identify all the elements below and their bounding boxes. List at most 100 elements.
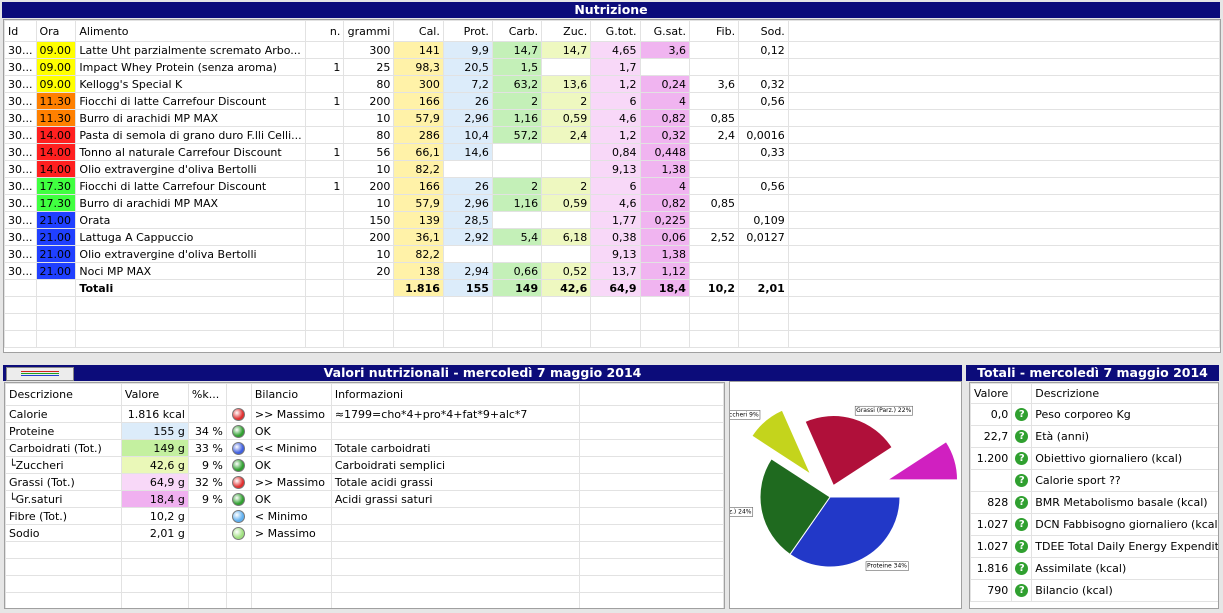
description: BMR Metabolismo basale (kcal): [1031, 491, 1218, 514]
cell: 2,52: [688, 228, 740, 246]
cell: [304, 109, 345, 127]
value: 1.816: [970, 557, 1013, 580]
filler-cell: [541, 330, 592, 348]
cell: 30...: [4, 41, 37, 59]
info: [330, 524, 580, 542]
cell: [304, 211, 345, 229]
filler-cell: [187, 558, 227, 576]
food-table-panel: Id Ora Alimento n. grammi Cal. Prot. Carb. Zuc. G…: [3, 19, 1221, 353]
balance: OK: [250, 456, 332, 474]
filler-cell: [393, 330, 444, 348]
filler-cell: [75, 330, 306, 348]
cell: 10: [343, 160, 395, 178]
cell: 11.30: [35, 109, 77, 127]
help-icon: ?: [1015, 518, 1029, 532]
cell: [738, 109, 789, 127]
filler-cell: [787, 75, 1220, 93]
cell: [4, 279, 37, 297]
status-dot: [232, 458, 246, 472]
cell: 7,2: [442, 75, 493, 93]
cell: 1: [304, 58, 345, 76]
chart-toggle-button[interactable]: [6, 367, 74, 381]
value: 149 g: [120, 439, 189, 457]
cell: Impact Whey Protein (senza aroma): [75, 58, 306, 76]
percent: 34 %: [187, 422, 227, 440]
cell: 30...: [4, 92, 37, 110]
filler-cell: [578, 383, 724, 406]
cell: Burro di arachidi MP MAX: [75, 109, 306, 127]
cell: 9,9: [442, 41, 493, 59]
cell: 30...: [4, 109, 37, 127]
value: 790: [970, 579, 1013, 602]
cell: 2,96: [442, 109, 493, 127]
cell: 1: [304, 177, 345, 195]
filler-cell: [787, 41, 1220, 59]
filler-cell: [590, 330, 641, 348]
value: 155 g: [120, 422, 189, 440]
cell: Noci MP MAX: [75, 262, 306, 280]
cell: 300: [393, 75, 444, 93]
status-cell: [225, 422, 252, 440]
description: TDEE Total Daily Energy Expendit...: [1031, 535, 1218, 558]
cell: 30...: [4, 262, 37, 280]
nutrient-row: Fibre (Tot.) 10,2 g < Minimo: [5, 507, 724, 525]
cell: 139: [393, 211, 444, 229]
cell: 4,6: [590, 109, 641, 127]
description: Peso corporeo Kg: [1031, 403, 1218, 426]
cell: [35, 279, 77, 297]
filler-cell: [4, 330, 37, 348]
column-header: Descrizione: [1031, 383, 1218, 404]
header-row: Descrizione Valore %k... Bilancio Informazio…: [5, 383, 724, 406]
filler-cell: [688, 296, 740, 314]
food-row: 30... 17.30 Burro di arachidi MP MAX 10 57,9…: [4, 194, 1220, 212]
pie-chart: Proteine 34% Carboidrati (Parz.) 24% Zucch…: [730, 405, 959, 571]
cell: 2: [491, 92, 543, 110]
filler-cell: [304, 313, 345, 331]
filler-cell: [4, 313, 37, 331]
filler-cell: [343, 296, 395, 314]
balance: >> Massimo: [250, 473, 332, 491]
cell: Orata: [75, 211, 306, 229]
filler-cell: [787, 279, 1220, 297]
cell: 9,13: [590, 245, 641, 263]
cell: 13,6: [541, 75, 592, 93]
filler-cell: [187, 575, 227, 593]
filler-cell: [35, 330, 77, 348]
cell: 2,94: [442, 262, 493, 280]
cell: 10: [343, 109, 395, 127]
total-row: 1.200? Obiettivo giornaliero (kcal): [970, 447, 1218, 470]
value: 42,6 g: [120, 456, 189, 474]
cell: 0,84: [590, 143, 641, 161]
info: Acidi grassi saturi: [330, 490, 580, 508]
pie-slice: [885, 441, 959, 481]
filler-cell: [578, 490, 724, 508]
value: 0,0: [970, 403, 1013, 426]
cell: 80: [343, 75, 395, 93]
cell: [738, 245, 789, 263]
value: 10,2 g: [120, 507, 189, 525]
filler-cell: [304, 296, 345, 314]
total-cell: 155: [442, 279, 493, 297]
cell: 0,32: [738, 75, 789, 93]
slice-label: Proteine 34%: [867, 563, 907, 570]
cell: 0,0127: [738, 228, 789, 246]
column-header: G.sat.: [639, 20, 690, 42]
filler-cell: [787, 313, 1220, 331]
info: Totale carboidrati: [330, 439, 580, 457]
column-header: Alimento: [75, 20, 306, 42]
cell: [541, 211, 592, 229]
filler-cell: [639, 313, 690, 331]
filler-cell: [787, 160, 1220, 178]
filler-cell: [250, 558, 332, 576]
pie-panel: Proteine 34% Carboidrati (Parz.) 24% Zucch…: [729, 381, 962, 609]
cell: 82,2: [393, 245, 444, 263]
empty-row: [5, 541, 724, 559]
cell: 286: [393, 126, 444, 144]
filler-cell: [330, 592, 580, 608]
cell: 36,1: [393, 228, 444, 246]
title-bar: Nutrizione: [2, 2, 1220, 18]
cell: 30...: [4, 194, 37, 212]
balance: >> Massimo: [250, 405, 332, 423]
help-cell: ?: [1011, 579, 1033, 602]
cell: [304, 279, 345, 297]
